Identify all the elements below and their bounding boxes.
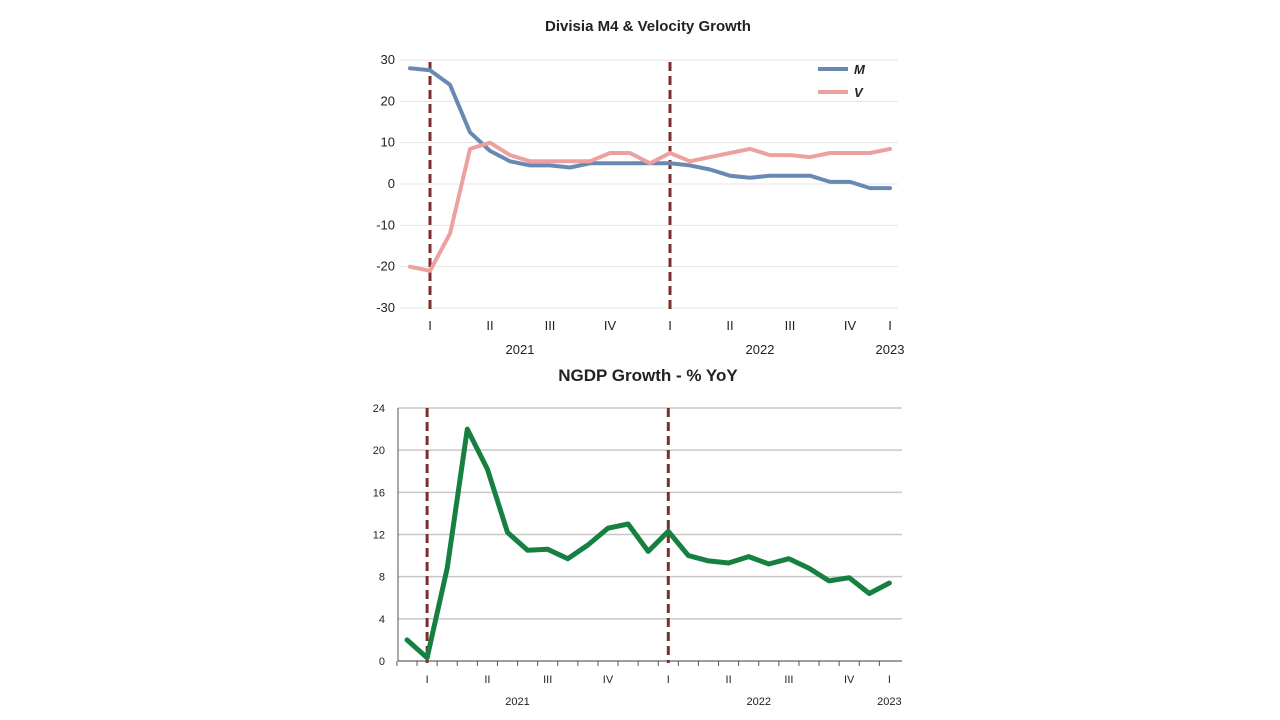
y-tick-label: 20 [381,93,395,108]
y-tick-label: 24 [373,403,385,415]
y-tick-label: 0 [388,176,395,191]
y-tick-label: 10 [381,135,395,150]
x-tick-label: II [726,318,733,333]
x-tick-label: III [785,318,796,333]
y-tick-label: 20 [373,445,385,457]
chart-legend: M V [818,62,866,100]
legend-label-v: V [854,85,864,100]
y-tick-label: 30 [381,52,395,67]
x-tick-label: IV [844,674,855,686]
chart-title: Divisia M4 & Velocity Growth [545,18,751,35]
y-tick-label: -10 [376,217,395,232]
x-tick-label: I [888,674,891,686]
year-label: 2021 [505,696,529,708]
x-tick-label: III [545,318,556,333]
year-label: 2023 [876,342,905,357]
x-tick-label: I [668,318,672,333]
legend-label-m: M [854,62,866,77]
series-line-v [408,140,892,273]
x-tick-label: III [784,674,793,686]
year-label: 2022 [746,342,775,357]
series-line-ngdp [404,426,892,661]
x-tick-label: I [426,674,429,686]
y-tick-label: 4 [379,614,385,626]
x-tick-label: I [888,318,892,333]
year-label: 2021 [506,342,535,357]
y-tick-label: -20 [376,259,395,274]
x-tick-label: IV [603,674,614,686]
x-tick-label: II [726,674,732,686]
divisia-velocity-chart: Divisia M4 & Velocity Growth -30 -20 -10 0 1… [376,18,904,357]
y-tick-label: 0 [379,656,385,668]
y-tick-label: 8 [379,572,385,584]
year-label: 2023 [877,696,901,708]
x-tick-label: IV [604,318,617,333]
y-tick-label: -30 [376,300,395,315]
x-tick-label: I [667,674,670,686]
chart-title: NGDP Growth - % YoY [558,366,738,385]
x-tick-label: IV [844,318,857,333]
y-tick-label: 16 [373,487,385,499]
series-line-m [408,66,892,191]
year-label: 2022 [747,696,771,708]
x-tick-label: III [543,674,552,686]
y-tick-label: 12 [373,530,385,542]
x-tick-label: II [486,318,493,333]
x-tick-label: I [428,318,432,333]
x-tick-label: II [484,674,490,686]
